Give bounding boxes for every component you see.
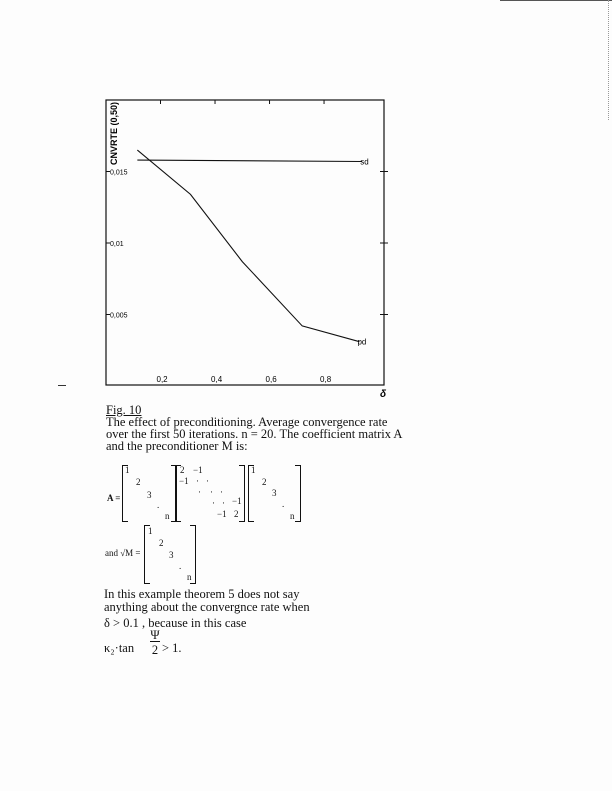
body-line: In this example theorem 5 does not say [104, 587, 300, 601]
formula-left: κ₂·tan [104, 641, 135, 655]
scan-mark [58, 385, 66, 386]
m: −1 [193, 465, 203, 475]
series-label-pd: pd [357, 338, 366, 347]
m: · [220, 487, 223, 497]
x-axis-label: δ [380, 389, 387, 400]
x-tick-label: 0,8 [320, 375, 332, 384]
y-tick-label: 0,005 [110, 313, 128, 320]
caption-line: The effect of preconditioning. Average c… [106, 415, 388, 429]
m: 3 [169, 550, 174, 560]
scan-edge-line [608, 0, 609, 120]
m: 2 [262, 477, 267, 487]
m: 2 [159, 538, 164, 548]
x-tick-label: 0,6 [266, 375, 278, 384]
m: · [206, 476, 209, 486]
m: · [198, 487, 201, 497]
scan-edge-line [500, 0, 612, 1]
a-label: A = [107, 493, 121, 503]
caption-line: over the first 50 iterations. n = 20. Th… [106, 427, 403, 441]
y-axis-label: CNVRTE (0,50) [109, 102, 119, 165]
m: 1 [251, 465, 256, 475]
body-line: anything about the convergnce rate when [104, 600, 310, 614]
convergence-chart: 0,2 0,4 0,6 0,8 0,015 0,01 0,005 sd pd CNVRTE (… [105, 99, 388, 400]
formula-right: > 1. [162, 641, 182, 655]
m: n [165, 511, 170, 521]
m: . [179, 561, 182, 571]
m: 3 [147, 490, 152, 500]
m: −1 [217, 509, 227, 519]
series-line-sd [137, 159, 363, 163]
body-line: δ > 0.1 , because in this case [104, 616, 247, 630]
m: · [222, 498, 225, 508]
m: . [282, 499, 285, 509]
m: 2 [136, 477, 141, 487]
y-tick-label: 0,015 [110, 170, 128, 177]
formula-denominator: 2 [151, 643, 159, 657]
m: n [187, 572, 192, 582]
m: −1 [232, 496, 242, 506]
m: 1 [148, 526, 153, 536]
caption-line: and the preconditioner M is: [106, 439, 248, 453]
m: −1 [179, 476, 189, 486]
plot-frame [105, 99, 385, 386]
m: . [157, 500, 160, 510]
formula-numerator: Ψ [150, 628, 160, 642]
series-label-sd: sd [360, 157, 368, 166]
x-tick-label: 0,4 [211, 375, 223, 384]
m: 2 [180, 465, 185, 475]
sqrtm-label: and √M = [105, 548, 141, 558]
m: 2 [234, 509, 239, 519]
figure-label: Fig. 10 [106, 403, 142, 417]
m: 1 [125, 465, 130, 475]
m: · [210, 487, 213, 497]
series-line-pd [136, 149, 360, 343]
m: · [212, 498, 215, 508]
m: 3 [272, 488, 277, 498]
m: · [196, 476, 199, 486]
y-tick-label: 0,01 [110, 241, 124, 248]
m: n [290, 511, 295, 521]
x-tick-label: 0,2 [157, 375, 169, 384]
